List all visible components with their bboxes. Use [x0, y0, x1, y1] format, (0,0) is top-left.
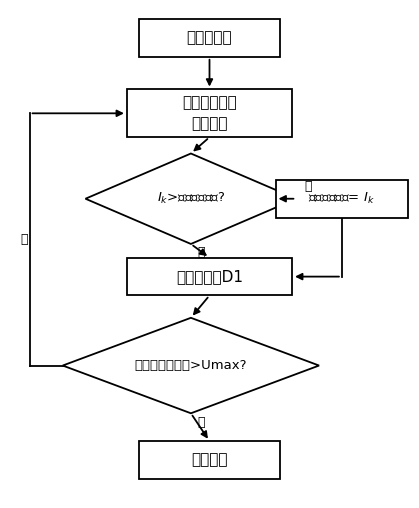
Text: $I_k$>粗调电流阈值?: $I_k$>粗调电流阈值?	[157, 191, 225, 206]
Text: 更新后的电压值>Umax?: 更新后的电压值>Umax?	[134, 359, 247, 372]
Bar	[127, 89, 292, 137]
Text: 参数初始化: 参数初始化	[187, 30, 232, 45]
Text: 粗调电流阈值= $I_k$: 粗调电流阈值= $I_k$	[308, 191, 375, 206]
Bar	[127, 258, 292, 296]
Polygon shape	[63, 318, 319, 414]
Text: 是: 是	[305, 180, 312, 193]
Text: 微调检测: 微调检测	[191, 453, 228, 467]
Bar	[139, 441, 280, 479]
Bar	[276, 180, 408, 217]
Text: 获取当前通道
的电压值: 获取当前通道 的电压值	[182, 96, 237, 131]
Text: 否: 否	[197, 246, 204, 260]
Bar	[139, 19, 280, 57]
Text: 是: 是	[197, 416, 204, 429]
Text: 电压值增加D1: 电压值增加D1	[176, 269, 243, 284]
Polygon shape	[85, 153, 296, 244]
Text: 否: 否	[20, 233, 28, 246]
